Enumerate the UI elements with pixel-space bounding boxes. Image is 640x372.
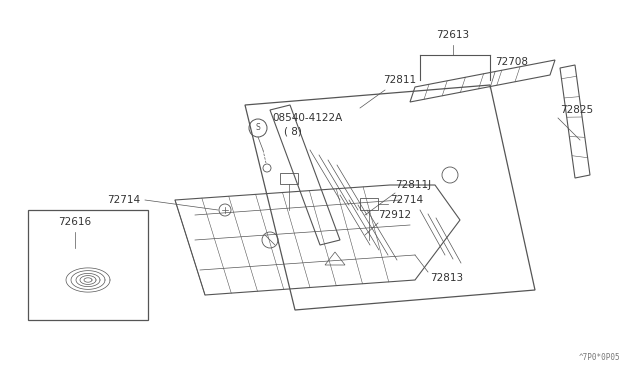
Text: 72825: 72825 (560, 105, 593, 115)
Text: 72811J: 72811J (395, 180, 431, 190)
Text: 72912: 72912 (378, 210, 411, 220)
Text: 72708: 72708 (495, 57, 528, 67)
Bar (28, 210, 148, 320)
Text: 72714: 72714 (107, 195, 140, 205)
Text: ^7P0*0P05: ^7P0*0P05 (579, 353, 620, 362)
Text: 72613: 72613 (436, 30, 470, 40)
Text: 72714: 72714 (390, 195, 423, 205)
Text: 72813: 72813 (430, 273, 463, 283)
Text: 72616: 72616 (58, 217, 91, 227)
Text: S: S (255, 124, 260, 132)
Text: ( 8): ( 8) (284, 127, 302, 137)
Text: 08540-4122A: 08540-4122A (272, 113, 342, 123)
Text: 72811: 72811 (383, 75, 416, 85)
